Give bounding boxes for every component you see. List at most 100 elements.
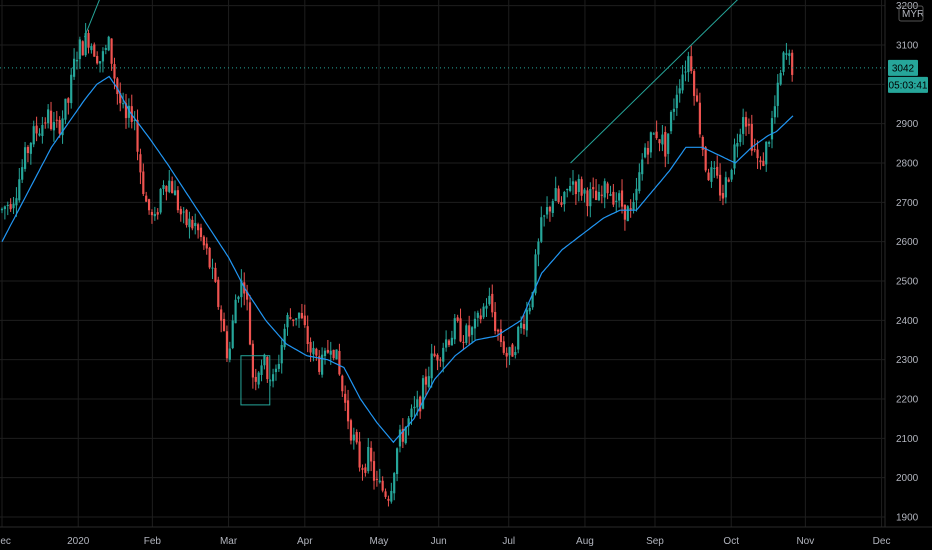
x-tick-label: Mar xyxy=(220,536,238,547)
candle-body xyxy=(643,147,647,158)
candle-body xyxy=(81,41,84,56)
candle-body xyxy=(257,372,260,385)
candle-body xyxy=(525,309,528,331)
candle-body xyxy=(153,213,156,217)
candle-body xyxy=(693,71,696,96)
candle-body xyxy=(96,56,99,64)
candle-body xyxy=(744,117,748,127)
candle-body xyxy=(367,446,370,472)
y-tick-label: 1900 xyxy=(896,513,919,524)
candle-body xyxy=(442,347,445,362)
candle-body xyxy=(580,179,583,196)
candle-body xyxy=(586,190,589,207)
candle-body xyxy=(629,208,632,210)
candle-body xyxy=(742,117,745,134)
candles xyxy=(0,23,794,507)
candle-body xyxy=(370,447,373,462)
candle-body xyxy=(381,480,384,491)
candle-body xyxy=(18,179,21,201)
candle-body xyxy=(419,396,422,412)
x-tick-label: Aug xyxy=(576,536,594,547)
candle-body xyxy=(667,133,670,154)
candle-body xyxy=(171,181,174,194)
candle-body xyxy=(217,279,220,307)
candle-body xyxy=(545,207,549,215)
candle-body xyxy=(574,181,577,195)
candle-body xyxy=(779,72,782,85)
candle-body xyxy=(609,194,612,196)
candle-body xyxy=(248,302,252,345)
candle-body xyxy=(188,218,191,228)
candle-body xyxy=(197,224,200,231)
candle-body xyxy=(107,36,110,51)
candle-body xyxy=(439,359,442,361)
candle-body xyxy=(517,326,520,350)
y-tick-label: 2800 xyxy=(896,159,919,170)
candle-body xyxy=(372,461,376,481)
candle-body xyxy=(519,322,523,329)
candle-body xyxy=(295,318,298,320)
candle-body xyxy=(505,352,508,357)
candle-body xyxy=(672,108,676,112)
candle-body xyxy=(61,118,64,136)
candle-body xyxy=(292,319,295,321)
candle-body xyxy=(499,329,503,343)
candle-body xyxy=(427,376,430,387)
candle-body xyxy=(563,191,566,205)
candle-body xyxy=(649,132,652,153)
candle-body xyxy=(453,318,456,340)
candle-body xyxy=(185,209,188,226)
candle-body xyxy=(15,198,18,206)
candle-body xyxy=(271,374,275,382)
candle-body xyxy=(485,305,488,309)
candle-body xyxy=(237,296,240,300)
candle-body xyxy=(321,354,324,375)
candle-body xyxy=(338,350,341,375)
candle-body xyxy=(713,168,716,170)
candle-body xyxy=(416,399,419,408)
candle-body xyxy=(496,329,500,332)
moving-average-line xyxy=(1,75,794,444)
candle-body xyxy=(159,188,162,213)
candle-body xyxy=(776,82,779,106)
time-axis[interactable]: Dec 2020 Feb Mar Apr May Jun Jul Aug Sep Oct Nov Dec xyxy=(0,526,932,547)
candle-body xyxy=(358,441,361,468)
candle-body xyxy=(75,59,79,62)
candle-body xyxy=(652,133,655,135)
candle-body xyxy=(176,190,180,211)
candle-body xyxy=(104,48,107,50)
candle-body xyxy=(788,53,791,56)
candle-body xyxy=(220,309,223,321)
y-tick-label: 2900 xyxy=(896,119,919,130)
candle-body xyxy=(770,118,774,140)
candle-body xyxy=(23,147,27,169)
x-tick-label: Oct xyxy=(723,536,739,547)
candle-body xyxy=(136,119,139,152)
candle-body xyxy=(476,312,479,318)
candle-body xyxy=(470,327,474,335)
candle-body xyxy=(491,293,494,313)
candle-body xyxy=(87,33,90,48)
candle-body xyxy=(251,343,254,378)
candle-body xyxy=(35,125,38,134)
candle-body xyxy=(632,202,635,211)
candle-body xyxy=(456,317,459,321)
candle-body xyxy=(594,190,598,201)
candle-body xyxy=(344,393,347,403)
candle-body xyxy=(93,44,96,57)
candle-body xyxy=(225,331,229,359)
currency-label[interactable]: MYR xyxy=(902,9,924,20)
candle-body xyxy=(202,236,205,246)
candle-body xyxy=(554,188,557,202)
drawings[interactable] xyxy=(83,0,741,406)
candle-body xyxy=(309,341,312,353)
candle-body xyxy=(318,356,321,372)
candle-body xyxy=(548,206,552,212)
candle-body xyxy=(64,98,67,120)
candle-body xyxy=(280,345,283,364)
candle-body xyxy=(78,39,81,60)
candle-body xyxy=(346,400,350,422)
candle-body xyxy=(38,133,41,136)
x-tick-label: 2020 xyxy=(67,536,90,547)
